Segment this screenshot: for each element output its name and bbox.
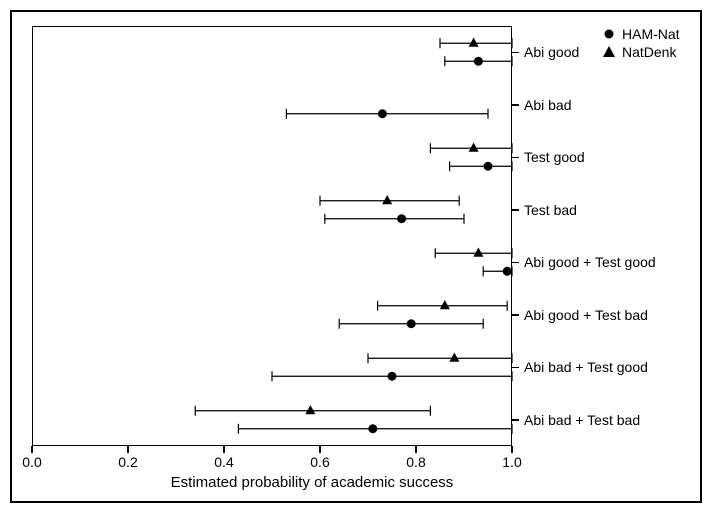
- legend-item: NatDenk: [602, 44, 680, 60]
- legend: HAM-Nat NatDenk: [602, 26, 680, 62]
- circle-icon: [602, 27, 616, 41]
- legend-label: HAM-Nat: [622, 26, 680, 42]
- forest-plot: 0.00.20.40.60.81.0Estimated probability …: [10, 10, 702, 503]
- error-bar: [12, 12, 700, 501]
- legend-item: HAM-Nat: [602, 26, 680, 42]
- marker-circle: [368, 424, 377, 433]
- triangle-icon: [602, 45, 616, 59]
- legend-label: NatDenk: [622, 44, 676, 60]
